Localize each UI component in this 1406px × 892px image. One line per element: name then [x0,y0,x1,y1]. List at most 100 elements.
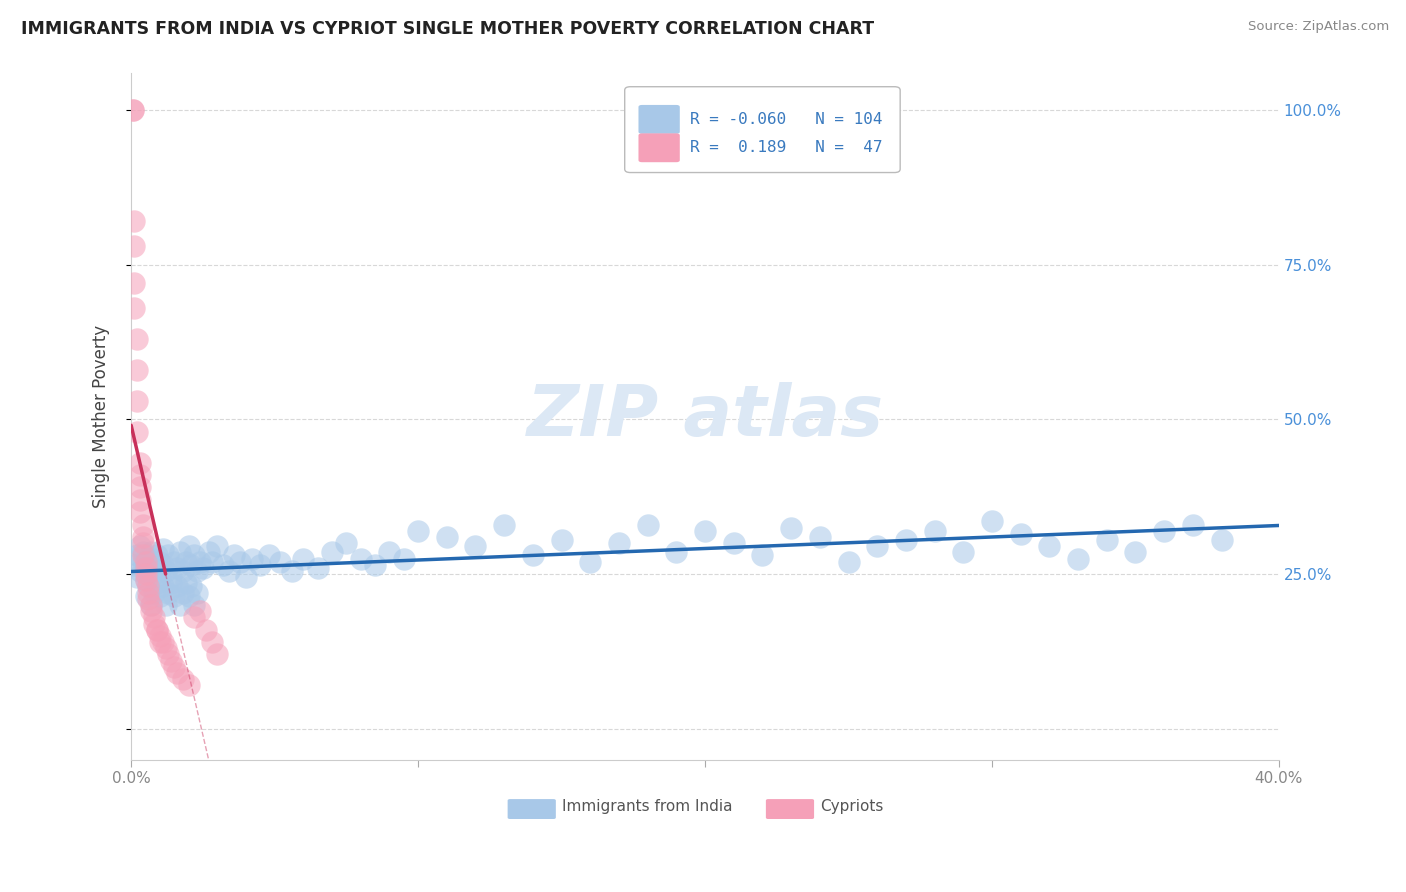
Point [149,589,172,603]
Text: R = -0.060   N = 104: R = -0.060 N = 104 [690,112,883,127]
Point [134,555,156,569]
Point [180,579,202,593]
Point [157,549,180,563]
Point [200,635,222,649]
Point [780,521,803,535]
Point [200,555,222,569]
Point [155,564,177,578]
Point [180,558,202,572]
Point [128,480,150,494]
Point [183,549,205,563]
Point [188,604,211,618]
Point [224,549,246,563]
Text: Cypriots: Cypriots [820,799,883,814]
Point [138,591,160,606]
Point [128,456,150,470]
Point [125,363,148,377]
Point [350,551,373,566]
Point [141,598,163,612]
Point [579,555,602,569]
Point [128,505,150,519]
Point [143,551,166,566]
Point [981,515,1004,529]
Point [149,570,172,584]
FancyBboxPatch shape [638,134,679,162]
Point [207,539,229,553]
Point [143,567,166,582]
Point [131,517,153,532]
Point [292,551,315,566]
Point [138,579,160,593]
Point [1067,551,1090,566]
Point [191,561,214,575]
Point [197,545,219,559]
Point [169,545,191,559]
Point [249,558,271,572]
Point [152,579,174,593]
Point [138,564,160,578]
Point [723,536,745,550]
Point [436,530,458,544]
Text: Immigrants from India: Immigrants from India [561,799,733,814]
Point [121,103,143,117]
Point [122,103,145,117]
Point [174,555,197,569]
Point [952,545,974,559]
Point [1125,545,1147,559]
Point [146,549,169,563]
Point [141,558,163,572]
Point [522,549,544,563]
Point [128,492,150,507]
Point [188,555,211,569]
Text: IMMIGRANTS FROM INDIA VS CYPRIOT SINGLE MOTHER POVERTY CORRELATION CHART: IMMIGRANTS FROM INDIA VS CYPRIOT SINGLE … [21,20,875,37]
Point [378,545,401,559]
Text: Source: ZipAtlas.com: Source: ZipAtlas.com [1249,20,1389,33]
Y-axis label: Single Mother Poverty: Single Mother Poverty [93,325,110,508]
Point [160,570,183,584]
Point [122,239,145,253]
Point [152,558,174,572]
Point [134,561,156,575]
Point [143,610,166,624]
Point [125,425,148,439]
Point [257,549,280,563]
Point [149,635,172,649]
Point [143,585,166,599]
Point [146,623,169,637]
Point [143,616,166,631]
Point [1181,517,1204,532]
Point [186,564,208,578]
Point [141,604,163,618]
Point [607,536,630,550]
Point [141,545,163,559]
Point [172,585,194,599]
Point [218,564,240,578]
Point [125,549,148,563]
Point [131,555,153,569]
FancyBboxPatch shape [638,105,679,134]
Point [183,598,205,612]
Point [134,567,156,582]
Point [169,598,191,612]
Point [837,555,859,569]
Point [1153,524,1175,538]
Point [183,610,205,624]
Point [406,524,429,538]
Point [138,585,160,599]
Point [122,301,145,315]
Point [924,524,946,538]
Point [146,623,169,637]
Point [134,573,156,587]
Point [172,672,194,686]
Point [1038,539,1060,553]
Point [155,641,177,656]
Point [392,551,415,566]
Point [174,576,197,591]
Point [152,635,174,649]
Point [364,558,387,572]
Point [494,517,516,532]
Point [134,573,156,587]
Point [131,545,153,559]
Point [281,564,304,578]
Point [321,545,343,559]
